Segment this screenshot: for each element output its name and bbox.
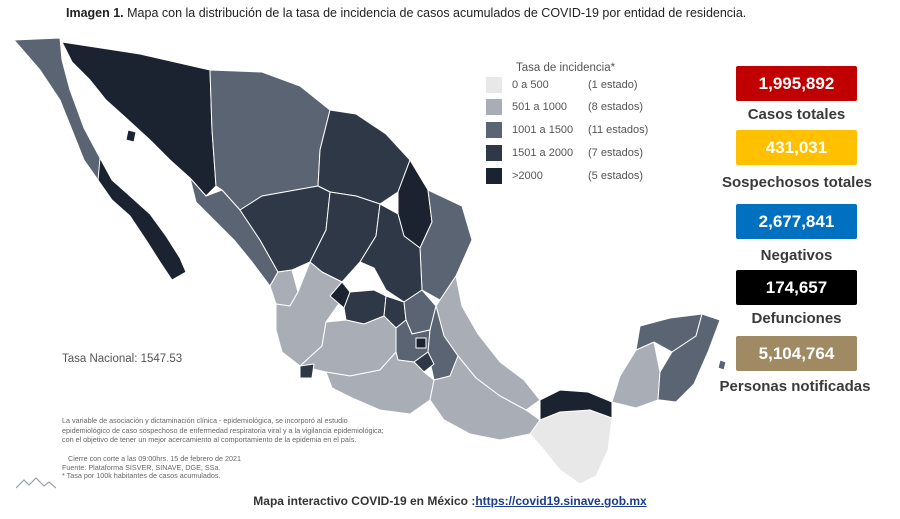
legend-count: (1 estado) xyxy=(588,79,638,91)
legend-range: 1501 a 2000 xyxy=(512,147,574,159)
legend-range: 0 a 500 xyxy=(512,79,549,91)
state-baja-california-sur xyxy=(97,157,187,281)
state-sonora xyxy=(61,41,217,197)
stat-casos-totales-label: Casos totales xyxy=(747,106,846,123)
state-chiapas xyxy=(529,409,613,485)
state-colima xyxy=(299,363,315,379)
stat-casos-totales-value: 1,995,892 xyxy=(736,66,857,101)
state-tabasco xyxy=(539,389,613,421)
island-tiburon xyxy=(125,129,137,143)
note-line: epidemiológico de caso sospechoso de enf… xyxy=(62,425,384,435)
island-cozumel xyxy=(717,359,727,371)
fuente-note: Fuente: Plataforma SISVER, SINAVE, DGE, … xyxy=(62,462,221,472)
legend-swatch xyxy=(486,168,502,184)
cierre-note: Cierre con corte a las 09:00hrs. 15 de f… xyxy=(68,454,242,463)
legend-range: 501 a 1000 xyxy=(512,101,568,113)
legend-swatch xyxy=(486,77,502,93)
legend-range: 1001 a 1500 xyxy=(512,124,574,136)
methodology-note: La variable de asociación y dictaminació… xyxy=(62,416,432,445)
source-note: Cierre con corte a las 09:00hrs. 15 de f… xyxy=(62,454,362,481)
stat-sospechosos-value: 431,031 xyxy=(736,130,857,165)
legend-swatch xyxy=(486,99,502,115)
figure-title-prefix: Imagen 1. xyxy=(66,6,124,20)
footer-link[interactable]: https://covid19.sinave.gob.mx xyxy=(475,494,647,508)
state-coahuila xyxy=(317,109,411,205)
state-quintana-roo xyxy=(657,313,721,403)
stat-defunciones-label: Defunciones xyxy=(751,310,842,327)
stat-sospechosos-label: Sospechosos totales xyxy=(721,174,873,191)
tasa-nacional: Tasa Nacional: 1547.53 xyxy=(62,353,183,365)
stat-defunciones-value: 174,657 xyxy=(736,270,857,305)
legend-swatch xyxy=(486,122,502,138)
legend-count: (11 estados) xyxy=(588,124,649,136)
figure-title: Imagen 1. Mapa con la distribución de la… xyxy=(66,6,746,20)
legend-item: 1501 a 2000 (7 estados) xyxy=(486,144,643,162)
note-line: La variable de asociación y dictaminació… xyxy=(62,416,348,425)
legend-swatch xyxy=(486,145,502,161)
state-guerrero xyxy=(325,351,435,415)
note-line: con el objetivo de tener un mejor acerca… xyxy=(62,435,357,445)
legend-item: 501 a 1000 (8 estados) xyxy=(486,98,643,116)
stat-notificadas-label: Personas notificadas xyxy=(719,378,871,395)
legend-item: 0 a 500 (1 estado) xyxy=(486,76,638,94)
footer: Mapa interactivo COVID-19 en México :htt… xyxy=(0,494,900,508)
legend-count: (7 estados) xyxy=(588,147,644,159)
state-cdmx xyxy=(415,337,427,349)
footer-text: Mapa interactivo COVID-19 en México : xyxy=(253,494,476,508)
stat-negativos-label: Negativos xyxy=(760,247,833,264)
state-campeche xyxy=(611,341,661,409)
mountain-logo-icon xyxy=(16,477,56,489)
stat-negativos-value: 2,677,841 xyxy=(736,204,857,239)
legend-item: 1001 a 1500 (11 estados) xyxy=(486,121,648,139)
stat-notificadas-value: 5,104,764 xyxy=(736,336,857,371)
legend-title: Tasa de incidencia* xyxy=(516,62,616,74)
legend-count: (5 estados) xyxy=(588,170,644,182)
legend-item: >2000 (5 estados) xyxy=(486,167,643,185)
legend-range: >2000 xyxy=(512,170,543,182)
legend-count: (8 estados) xyxy=(588,101,644,113)
figure-title-text: Mapa con la distribución de la tasa de i… xyxy=(123,6,747,20)
tasa-footnote: * Tasa por 100k habitantes de casos acum… xyxy=(62,471,221,481)
